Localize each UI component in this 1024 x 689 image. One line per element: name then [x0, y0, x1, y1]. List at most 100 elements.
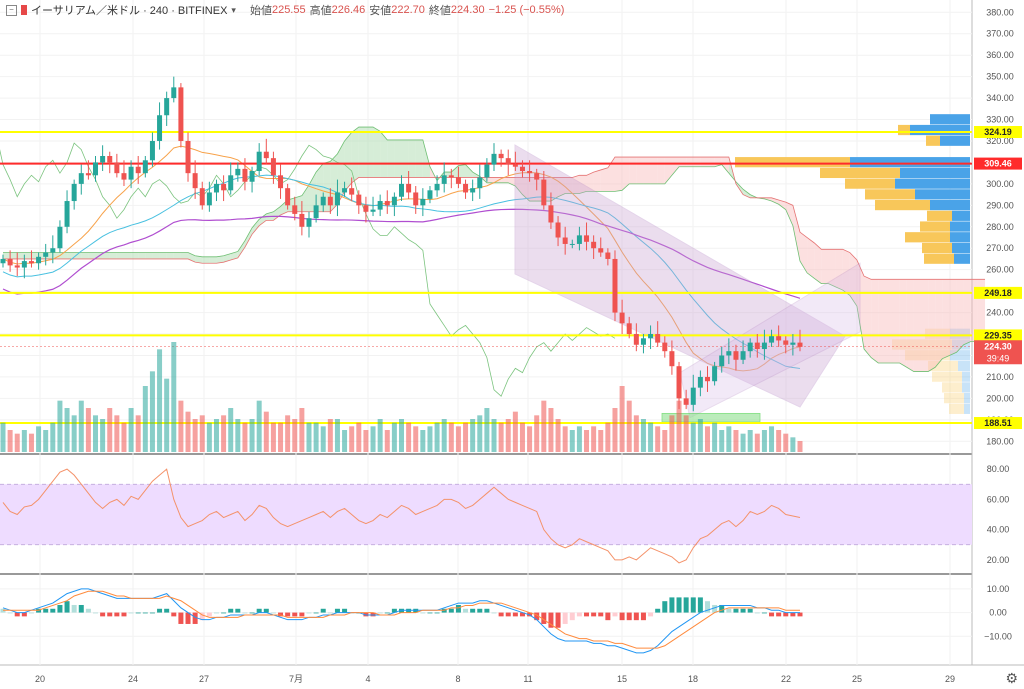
ichimoku-cloud-segment	[778, 199, 786, 210]
ichimoku-cloud-segment	[693, 157, 701, 167]
volume-profile-bar	[949, 403, 964, 414]
level-price-label: 249.18	[984, 288, 1012, 298]
candle-body	[747, 342, 753, 352]
y-tick-label: 180.00	[986, 436, 1014, 446]
gear-icon[interactable]: ⚙	[1005, 670, 1018, 686]
x-tick-label: 4	[365, 674, 370, 684]
macd-histogram-bar	[505, 612, 511, 617]
volume-profile-bar	[910, 124, 970, 136]
ichimoku-cloud-segment	[956, 279, 964, 353]
macd-histogram-bar	[206, 612, 212, 617]
ichimoku-cloud-segment	[344, 132, 352, 192]
candle-body	[327, 196, 333, 206]
candle-body	[512, 164, 518, 167]
macd-histogram-bar	[64, 601, 70, 613]
candle-body	[192, 173, 198, 189]
ichimoku-cloud-segment	[792, 205, 800, 262]
volume-bar	[704, 426, 710, 452]
volume-bar	[356, 422, 362, 452]
macd-histogram-bar	[519, 612, 525, 617]
y-tick-label: 370.00	[986, 29, 1014, 39]
macd-histogram-bar	[619, 612, 625, 621]
volume-bar	[576, 426, 582, 452]
chevron-down-icon[interactable]: ▾	[231, 4, 236, 15]
volume-bar	[648, 422, 654, 452]
change-value: −1.25 (−0.55%)	[488, 4, 565, 16]
volume-bar	[235, 419, 241, 452]
ichimoku-cloud-segment	[109, 252, 117, 259]
candle-body	[463, 183, 469, 193]
volume-bar	[569, 430, 575, 452]
macd-histogram-bar	[320, 608, 326, 613]
candle-body	[356, 194, 362, 206]
macd-histogram-bar	[562, 612, 568, 624]
macd-histogram-bar	[178, 612, 184, 624]
last-price-tag	[974, 340, 1022, 365]
candle-body	[292, 205, 298, 214]
candle-body	[776, 336, 782, 341]
ichimoku-cloud-segment	[572, 175, 580, 194]
ichimoku-cloud-segment	[422, 139, 430, 178]
macd-histogram-bar	[555, 612, 561, 628]
volume-profile-bar	[928, 360, 958, 372]
volume-bar	[697, 419, 703, 452]
macd-histogram-bar	[455, 604, 461, 613]
level-price-tag	[974, 157, 1022, 170]
macd-histogram-bar	[427, 612, 433, 614]
candle-body	[206, 192, 212, 206]
volume-bar	[278, 422, 284, 452]
ichimoku-cloud-segment	[401, 139, 409, 178]
macd-histogram-bar	[228, 608, 234, 613]
ichimoku-cloud-segment	[301, 184, 309, 212]
volume-profile-bar	[950, 221, 970, 232]
candle-body	[740, 351, 746, 360]
candle-body	[370, 209, 376, 212]
symbol-title[interactable]: イーサリアム／米ドル · 240 · BITFINEX	[31, 5, 228, 17]
candle-body	[790, 342, 796, 345]
candle-body	[690, 387, 696, 405]
volume-profile-bar	[952, 210, 970, 221]
volume-profile-bar	[962, 371, 970, 382]
macd-histogram-bar	[612, 612, 618, 617]
ichimoku-cloud-segment	[88, 252, 96, 259]
candle-body	[14, 265, 20, 268]
macd-histogram-bar	[93, 612, 99, 614]
macd-histogram-bar	[299, 612, 305, 617]
close-label: 終値	[428, 5, 451, 17]
ichimoku-cloud-segment	[835, 249, 843, 291]
collapse-icon[interactable]: −	[6, 4, 17, 16]
volume-profile-bar	[950, 350, 970, 361]
ichimoku-cloud-segment	[458, 164, 466, 178]
macd-histogram-bar	[57, 604, 63, 613]
volume-profile-bar	[950, 232, 970, 243]
ichimoku-cloud-segment	[935, 279, 943, 368]
y-tick-label: 360.00	[986, 50, 1014, 60]
macd-histogram-bar	[740, 608, 746, 613]
volume-profile-bar	[932, 371, 962, 382]
volume-profile-bar	[900, 167, 970, 179]
volume-bar	[491, 419, 497, 452]
volume-bar	[384, 430, 390, 452]
candle-body	[93, 162, 99, 176]
volume-bar	[313, 422, 319, 452]
volume-profile-bar	[952, 339, 970, 350]
macd-histogram-bar	[256, 608, 262, 613]
moving-average-medium	[2, 174, 801, 369]
ichimoku-cloud-segment	[899, 279, 907, 368]
candle-body	[78, 173, 84, 184]
ichimoku-cloud-segment	[657, 157, 665, 184]
moving-average-long	[2, 208, 801, 299]
candle-body	[171, 87, 177, 99]
macd-histogram-bar	[313, 612, 319, 614]
ichimoku-cloud-segment	[771, 197, 779, 205]
chart-header: − イーサリアム／米ドル · 240 · BITFINEX ▾ 始値 225.55…	[0, 0, 568, 20]
volume-bar	[14, 433, 20, 452]
macd-histogram-bar	[334, 608, 340, 613]
macd-histogram-bar	[754, 612, 760, 614]
ichimoku-cloud-segment	[636, 157, 644, 184]
candle-body	[199, 188, 205, 206]
volume-profile-bar	[952, 242, 970, 254]
macd-histogram-bar	[185, 612, 191, 624]
